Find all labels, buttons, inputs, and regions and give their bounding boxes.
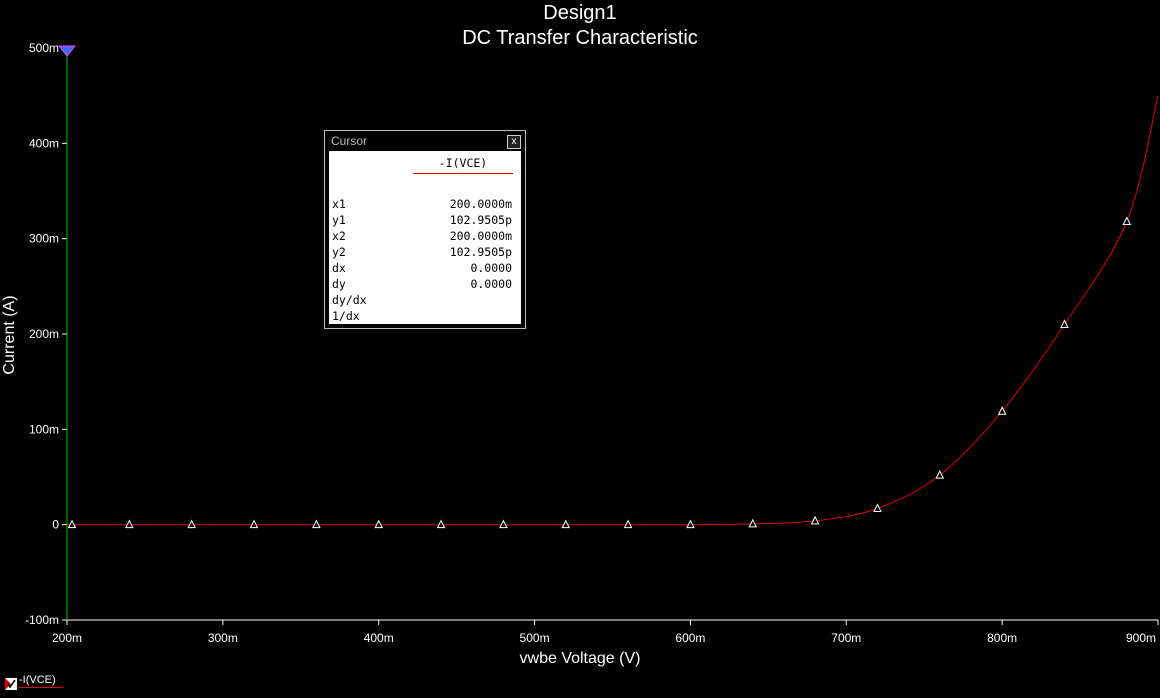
cursor-column-header: -I(VCE): [438, 156, 488, 170]
data-point-marker: [748, 518, 758, 528]
cursor-row-value: 200.0000m: [449, 197, 512, 211]
cursor-row-key: dy/dx: [332, 293, 367, 307]
cursor-row-value: 200.0000m: [449, 229, 512, 243]
x-tick-label: 400m: [364, 631, 394, 645]
data-point-marker: [499, 519, 508, 529]
x-tick-label: 800m: [987, 631, 1017, 645]
chart-subtitle: DC Transfer Characteristic: [462, 27, 698, 49]
close-icon: x: [511, 136, 517, 147]
cursor-row-key: dy: [332, 277, 346, 291]
cursor-row-key: y2: [332, 245, 346, 259]
cursor-row-value: 0.0000: [470, 261, 512, 275]
data-point-marker: [935, 469, 945, 479]
data-point-marker: [187, 519, 196, 529]
data-point-marker: [561, 519, 571, 529]
cursor-row-value: 102.9505p: [449, 213, 512, 227]
cursor-row-value: 102.9505p: [449, 245, 512, 259]
cursor-row-value: 0.0000: [470, 277, 512, 291]
cursor-window-titlebar[interactable]: Cursor x: [325, 131, 525, 149]
data-point-marker: [374, 519, 384, 529]
data-point-marker: [125, 519, 134, 529]
cursor-row-key: dx: [332, 261, 346, 275]
cursor-row-dy-dx: dy/dx: [332, 293, 512, 309]
data-point-marker: [873, 503, 882, 512]
data-point-marker: [249, 519, 259, 529]
legend[interactable]: -I(VCE): [5, 674, 75, 694]
cursor-window-title: Cursor: [331, 134, 368, 148]
x-tick-label: 900m: [1126, 631, 1156, 645]
x-tick-label: 500m: [520, 631, 550, 645]
data-point-marker: [1060, 319, 1069, 328]
cursor-row-x1: x1 200.0000m: [332, 197, 512, 213]
data-point-marker: [67, 519, 77, 529]
x-tick-label: 200m: [52, 631, 82, 645]
trace-group: [67, 95, 1159, 529]
cursor-row-y1: y1 102.9505p: [332, 213, 512, 229]
y-tick-label: -100m: [25, 613, 59, 627]
data-point-marker: [436, 519, 446, 529]
cursor-readout: -I(VCE) x1 200.0000m y1 102.9505p x2 200.0000…: [329, 151, 521, 324]
cursor-row-1-dx: 1/dx: [332, 309, 512, 325]
cursor-window[interactable]: Cursor x -I(VCE) x1 200.0000m y1 102.9505p x…: [324, 130, 526, 329]
data-point-marker: [1122, 216, 1132, 226]
y-tick-label: 400m: [29, 136, 59, 150]
x-tick-label: 700m: [831, 631, 861, 645]
y-tick-label: 300m: [29, 232, 59, 246]
cursor-handle-icon: [57, 45, 77, 57]
y-tick-label: 500m: [29, 41, 59, 55]
x-axis-label: vwbe Voltage (V): [519, 650, 641, 667]
data-point-marker: [623, 519, 633, 529]
cursor-row-key: x1: [332, 197, 346, 211]
axes: -100m 0 100m 200m 300m 400m 500m 200m 300m 400m 50…: [25, 41, 1159, 645]
chart-title: Design1: [543, 2, 617, 24]
y-tick-label: 0: [52, 518, 59, 532]
y-axis-label: Current (A): [1, 295, 18, 375]
cursor-row-key: y1: [332, 213, 346, 227]
data-point-marker: [997, 406, 1007, 415]
cursor-row-key: x2: [332, 229, 346, 243]
y-tick-label: 100m: [29, 422, 59, 436]
cursor-column-color-line: [413, 173, 513, 174]
series-line-0: [67, 95, 1159, 526]
legend-line: [19, 687, 63, 688]
data-point-marker: [810, 515, 820, 525]
cursor-group[interactable]: [57, 45, 77, 620]
checkbox-icon[interactable]: [5, 678, 17, 690]
legend-label: -I(VCE): [19, 674, 56, 686]
cursor-row-key: 1/dx: [332, 309, 360, 323]
y-tick-label: 200m: [29, 327, 59, 341]
cursor-row-y2: y2 102.9505p: [332, 245, 512, 261]
data-point-marker: [686, 519, 695, 529]
x-tick-label: 600m: [675, 631, 705, 645]
cursor-row-dy: dy 0.0000: [332, 277, 512, 293]
data-point-marker: [312, 519, 321, 529]
cursor-row-x2: x2 200.0000m: [332, 229, 512, 245]
x-tick-label: 300m: [208, 631, 238, 645]
close-button[interactable]: x: [507, 135, 521, 149]
cursor-row-dx: dx 0.0000: [332, 261, 512, 277]
